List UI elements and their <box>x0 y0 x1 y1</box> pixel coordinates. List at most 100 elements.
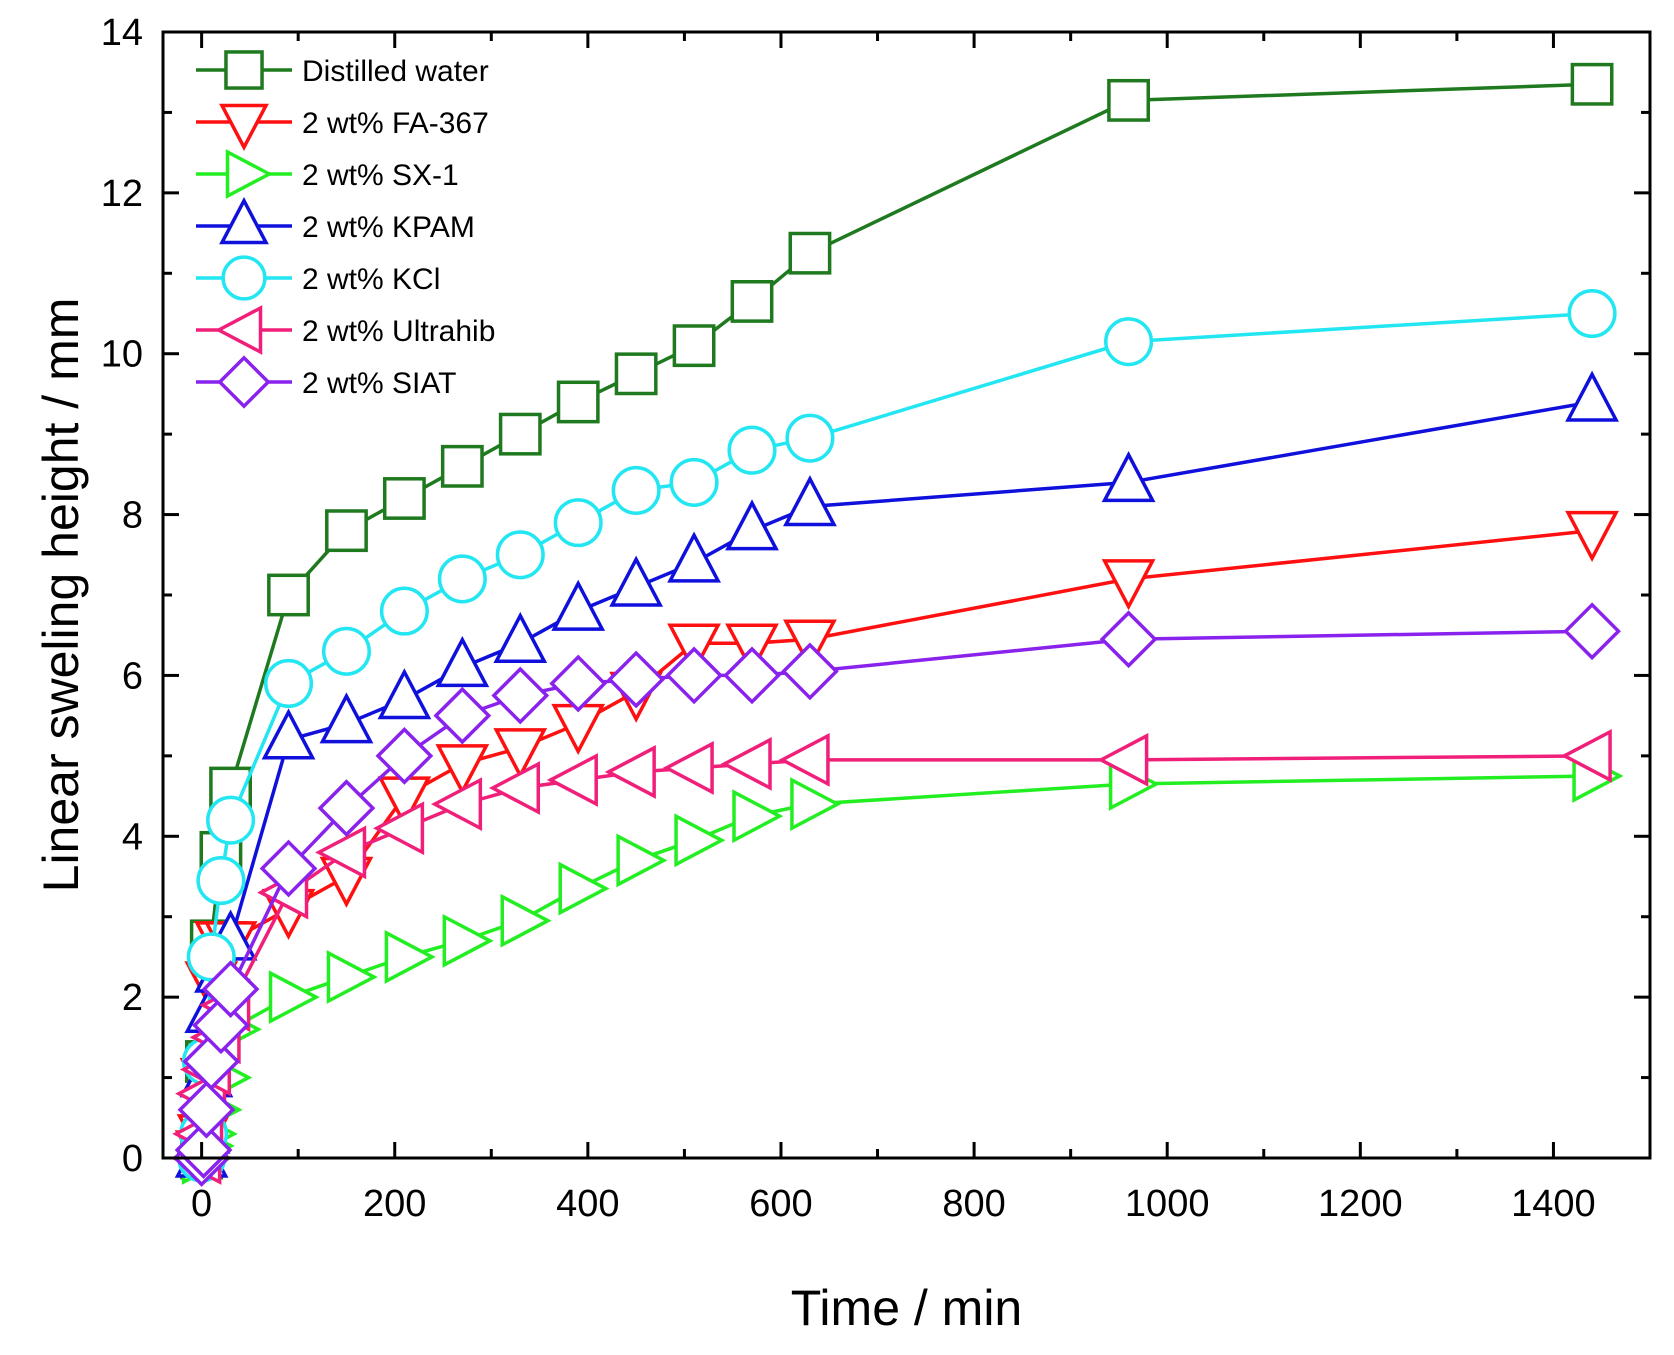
data-point <box>493 728 548 780</box>
y-tick-label: 14 <box>101 12 143 54</box>
data-point <box>268 970 320 1025</box>
legend-marker <box>214 305 263 355</box>
data-point <box>435 744 490 796</box>
data-point <box>1565 370 1619 422</box>
data-point <box>558 861 610 916</box>
data-point <box>437 554 487 604</box>
data-point <box>174 1121 233 1179</box>
data-point <box>667 531 721 583</box>
data-point <box>263 658 314 709</box>
x-axis-title: Time / min <box>791 1280 1023 1336</box>
x-tick-label: 1000 <box>1125 1183 1210 1225</box>
data-point <box>553 498 603 548</box>
legend-marker <box>224 50 264 90</box>
legend-item: 2 wt% SX-1 <box>196 149 459 199</box>
legend-marker <box>219 103 269 152</box>
data-point <box>182 1032 241 1091</box>
data-point <box>551 579 606 631</box>
axis-ticks: 0 200 400 600 800 1000 1200 1400 0 2 4 6 8 10 12 14 <box>101 12 1650 1225</box>
legend-label: 2 wt% FA-367 <box>302 107 489 140</box>
data-point <box>196 855 246 906</box>
data-point <box>1101 559 1156 611</box>
data-point <box>778 732 830 787</box>
data-point <box>609 555 664 607</box>
data-point <box>727 425 777 475</box>
legend-item: Distilled water <box>196 50 489 90</box>
legend-label: 2 wt% SIAT <box>302 367 456 400</box>
data-point <box>325 509 368 553</box>
legend-label: 2 wt% Ultrahib <box>302 315 495 348</box>
data-point <box>546 753 598 807</box>
data-point <box>1101 451 1156 503</box>
legend-label: 2 wt% KCl <box>302 263 440 296</box>
data-point <box>442 913 494 968</box>
data-point <box>377 668 432 720</box>
legend-item: 2 wt% KPAM <box>196 196 475 245</box>
data-point <box>1099 610 1158 669</box>
legend-marker <box>219 196 269 245</box>
data-point <box>430 777 483 832</box>
data-point <box>201 960 260 1018</box>
legend-marker <box>217 355 271 409</box>
data-point <box>1104 317 1154 367</box>
data-point <box>1563 602 1621 661</box>
series <box>177 288 1617 1183</box>
plot-series <box>170 62 1624 1187</box>
data-point <box>556 380 600 424</box>
data-point <box>373 801 425 856</box>
data-point <box>611 465 661 515</box>
data-point <box>672 324 716 368</box>
data-point <box>375 726 434 785</box>
data-point <box>614 352 658 396</box>
legend-item: 2 wt% KCl <box>196 255 440 301</box>
data-point <box>604 745 656 799</box>
x-tick-label: 200 <box>363 1183 426 1225</box>
y-tick-label: 0 <box>122 1138 143 1180</box>
data-point <box>781 642 839 701</box>
data-point <box>732 789 784 844</box>
data-point <box>720 737 772 791</box>
data-point <box>433 686 492 745</box>
y-tick-label: 12 <box>101 173 143 215</box>
y-tick-label: 8 <box>122 495 143 537</box>
data-point <box>723 646 781 705</box>
data-point <box>549 654 608 713</box>
x-tick-label: 600 <box>749 1183 812 1225</box>
legend-item: 2 wt% SIAT <box>196 355 456 409</box>
x-tick-label: 400 <box>556 1183 619 1225</box>
data-point <box>493 611 548 664</box>
data-point <box>783 475 837 527</box>
y-tick-label: 2 <box>122 977 143 1019</box>
data-point <box>315 825 367 880</box>
legend: Distilled water 2 wt% FA-367 2 wt% SX-1 2 w… <box>196 50 495 409</box>
data-point <box>790 777 842 832</box>
legend-item: 2 wt% Ultrahib <box>196 305 495 355</box>
data-point <box>326 950 378 1004</box>
data-point <box>607 650 666 709</box>
data-point <box>440 444 484 488</box>
data-point <box>785 413 835 463</box>
y-axis-title: Linear sweling height / mm <box>33 298 89 893</box>
data-point <box>382 477 426 520</box>
data-point <box>259 839 318 898</box>
data-point <box>384 930 436 984</box>
data-point <box>1570 62 1614 106</box>
x-tick-label: 1400 <box>1511 1183 1596 1225</box>
data-point <box>498 412 542 456</box>
data-point <box>206 795 256 845</box>
data-point <box>261 708 316 760</box>
data-point <box>1567 288 1617 339</box>
y-tick-label: 10 <box>101 334 143 376</box>
data-point <box>669 457 719 507</box>
data-point <box>317 779 376 838</box>
data-point <box>1565 510 1619 563</box>
data-point <box>495 530 545 580</box>
data-point <box>1097 732 1149 787</box>
x-tick-label: 1200 <box>1318 1183 1403 1225</box>
data-point <box>435 636 490 688</box>
data-point <box>662 741 714 795</box>
data-point <box>616 833 668 888</box>
x-tick-label: 0 <box>191 1183 212 1225</box>
data-point <box>500 893 552 948</box>
